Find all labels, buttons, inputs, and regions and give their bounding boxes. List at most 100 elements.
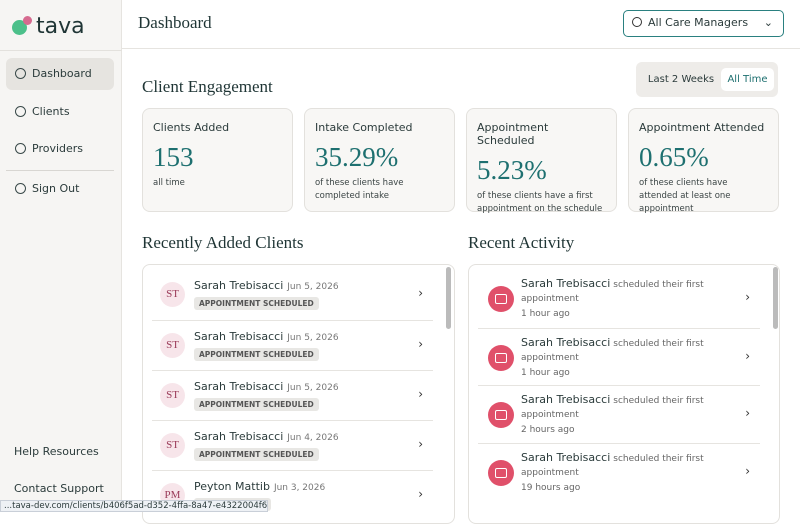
chevron: › — [418, 286, 423, 300]
status-badge: APPOINTMENT SCHEDULED — [194, 348, 319, 361]
chevron: › — [418, 387, 423, 401]
brand: tava — [36, 14, 85, 39]
client-row[interactable]: ST Sarah Trebisacci Jun 4, 2026 APPOINTMENT… — [152, 420, 433, 470]
activity-text: Sarah Trebisacci scheduled their first ap… — [521, 336, 721, 380]
scrollbar — [773, 267, 778, 329]
client-line: Sarah Trebisacci Jun 5, 2026 — [194, 279, 339, 292]
nav-icon — [15, 183, 26, 194]
calendar-glyph — [495, 294, 507, 304]
status-badge: APPOINTMENT SCHEDULED — [194, 398, 319, 411]
activity-action: scheduled their first appointment — [521, 453, 704, 478]
filter-label: All Care Managers — [648, 16, 749, 29]
nav-icon — [15, 68, 26, 79]
logo-dot — [23, 16, 32, 25]
sidebar: tava Dashboard Clients Providers Sign Out He… — [0, 0, 122, 512]
chevron: › — [745, 406, 750, 420]
range-toggle: Last 2 Weeks All Time — [636, 62, 778, 97]
client-date: Jun 4, 2026 — [287, 433, 339, 443]
stat-card: Appointment Attended 0.65% of these client… — [628, 108, 779, 214]
client-row[interactable]: ST Sarah Trebisacci Jun 5, 2026 APPOINTMENT… — [152, 320, 433, 370]
stat-note: all time — [153, 178, 185, 188]
activity-name: Sarah Trebisacci — [521, 335, 611, 349]
calendar-icon — [488, 459, 514, 486]
stat-card: Appointment Scheduled 5.23% of these clien… — [466, 108, 617, 214]
stat-value: 153 — [153, 142, 194, 172]
activity-panel: Sarah Trebisacci scheduled their first ap… — [468, 264, 780, 524]
stat-label: Appointment Scheduled — [477, 121, 549, 147]
client-name: Sarah Trebisacci — [194, 279, 284, 292]
divider — [6, 170, 114, 171]
stat-value: 35.29% — [315, 142, 399, 172]
chevron: › — [745, 348, 750, 363]
activity-text: Sarah Trebisacci scheduled their first ap… — [521, 277, 721, 321]
activity-row[interactable]: Sarah Trebisacci scheduled their first ap… — [478, 385, 760, 442]
client-name: Peyton Mattib — [194, 480, 270, 493]
stat-value: 5.23% — [477, 155, 547, 185]
care-manager-filter[interactable]: All Care Managers ⌄ — [623, 10, 784, 37]
toggle-option[interactable]: Last 2 Weeks — [647, 74, 715, 85]
calendar-glyph — [495, 352, 507, 363]
nav-icon — [15, 143, 26, 154]
footer-link[interactable]: Contact Support — [14, 482, 104, 495]
nav-item[interactable]: Dashboard — [6, 58, 114, 90]
logo-mark — [12, 20, 27, 35]
nav-item[interactable]: Providers — [6, 133, 114, 165]
client-row[interactable]: ST Sarah Trebisacci Jun 5, 2026 APPOINTMENT… — [152, 370, 433, 420]
activity-name: Sarah Trebisacci — [521, 277, 611, 290]
page-title: Dashboard — [138, 13, 212, 32]
chevron: › — [418, 337, 423, 351]
scrollbar — [446, 267, 451, 329]
nav-item[interactable]: Sign Out — [6, 173, 114, 205]
calendar-glyph — [495, 467, 507, 478]
activity-text: Sarah Trebisacci scheduled their first ap… — [521, 393, 721, 437]
activity-name: Sarah Trebisacci — [521, 393, 611, 406]
client-date: Jun 3, 2026 — [273, 483, 326, 493]
activity-time: 1 hour ago — [521, 367, 570, 378]
chevron: › — [745, 463, 750, 478]
divider — [0, 50, 122, 51]
client-line: Peyton Mattib Jun 3, 2026 — [194, 480, 325, 493]
activity-row[interactable]: Sarah Trebisacci scheduled their first ap… — [478, 442, 760, 500]
avatar: ST — [160, 282, 185, 307]
calendar-icon — [488, 402, 514, 428]
client-line: Sarah Trebisacci Jun 4, 2026 — [194, 430, 339, 443]
nav-item[interactable]: Clients — [6, 96, 114, 128]
status-bar: ...tava-dev.com/clients/b406f5ad-d352-4f… — [0, 500, 268, 512]
calendar-icon — [488, 286, 514, 312]
toggle-option-active[interactable]: All Time — [721, 68, 774, 91]
chevron: ⌄ — [763, 16, 773, 29]
activity-row[interactable]: Sarah Trebisacci scheduled their first ap… — [478, 270, 760, 327]
avatar: ST — [160, 433, 185, 458]
activity-text: Sarah Trebisacci scheduled their first ap… — [521, 451, 721, 495]
footer-link[interactable]: Help Resources — [14, 445, 99, 458]
stat-card: Clients Added 153 all time — [142, 108, 293, 212]
avatar: ST — [160, 383, 185, 408]
client-row[interactable]: ST Sarah Trebisacci Jun 5, 2026 APPOINTMENT… — [152, 270, 433, 320]
client-date: Jun 5, 2026 — [287, 282, 339, 292]
client-name: Sarah Trebisacci — [194, 330, 284, 343]
client-name: Sarah Trebisacci — [194, 430, 284, 443]
section-title: Recently Added Clients — [142, 233, 304, 252]
chevron: › — [418, 437, 423, 451]
client-line: Sarah Trebisacci Jun 5, 2026 — [194, 330, 339, 343]
activity-row[interactable]: Sarah Trebisacci scheduled their first ap… — [478, 327, 760, 385]
client-date: Jun 5, 2026 — [287, 333, 339, 343]
activity-action: scheduled their first appointment — [521, 396, 704, 420]
avatar: ST — [160, 333, 185, 358]
client-name: Sarah Trebisacci — [194, 380, 284, 393]
user-icon — [632, 17, 642, 27]
stat-note: of these clients have completed intake — [315, 178, 404, 201]
status-badge: APPOINTMENT SCHEDULED — [194, 297, 319, 310]
clients-panel: ST Sarah Trebisacci Jun 5, 2026 APPOINTMENT… — [142, 264, 455, 524]
activity-time: 1 hour ago — [521, 309, 570, 319]
chevron: › — [745, 290, 750, 304]
status-badge: APPOINTMENT SCHEDULED — [194, 448, 319, 461]
stat-note: of these clients have attended at least … — [639, 178, 731, 214]
section-title: Client Engagement — [142, 77, 273, 96]
stat-card: Intake Completed 35.29% of these clients h… — [304, 108, 455, 212]
chevron: › — [418, 487, 423, 501]
client-date: Jun 5, 2026 — [287, 383, 339, 393]
stat-label: Intake Completed — [315, 121, 413, 134]
